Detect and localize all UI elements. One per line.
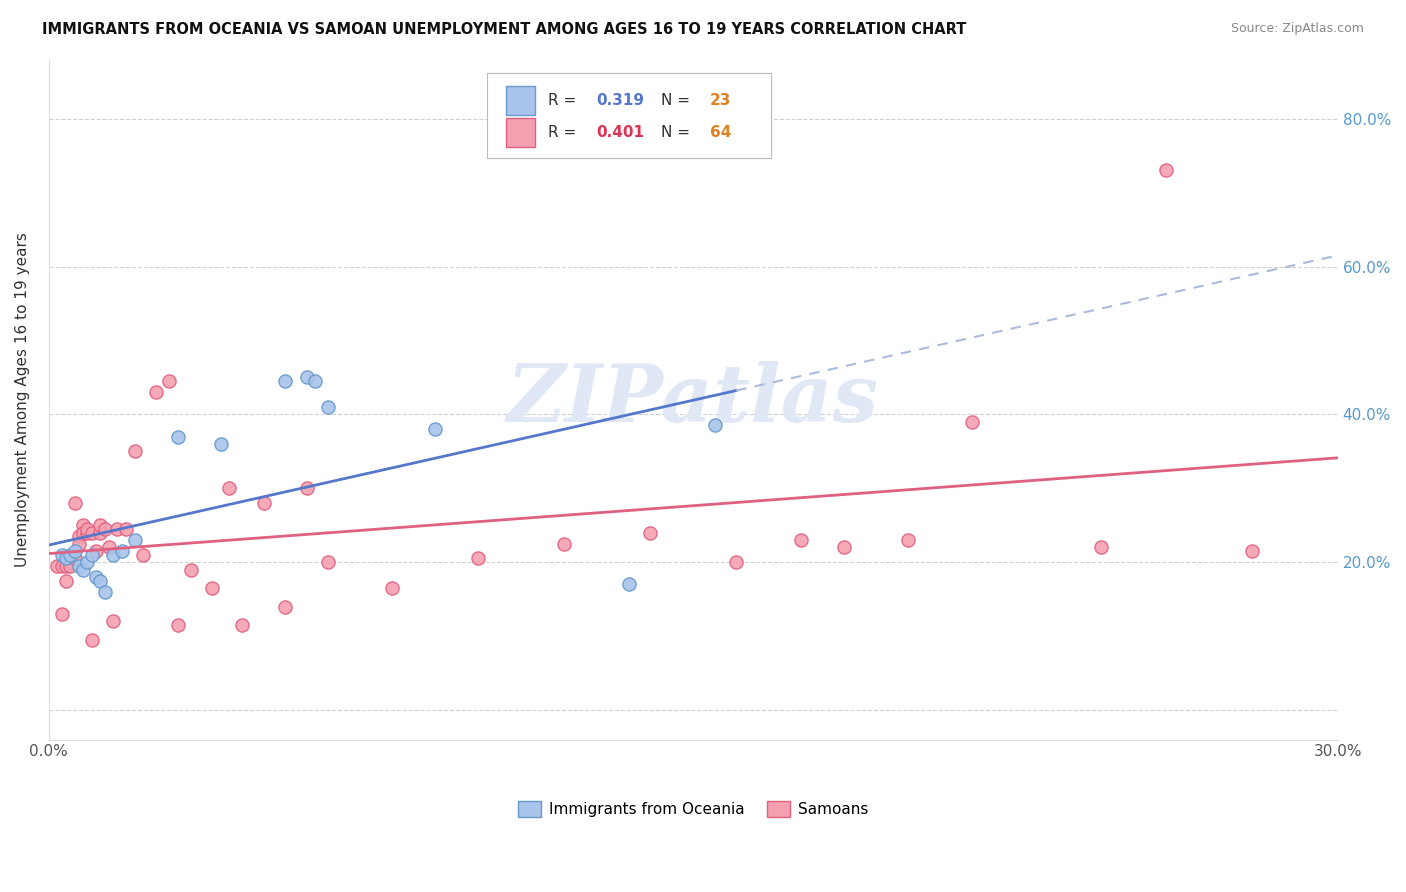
Text: IMMIGRANTS FROM OCEANIA VS SAMOAN UNEMPLOYMENT AMONG AGES 16 TO 19 YEARS CORRELA: IMMIGRANTS FROM OCEANIA VS SAMOAN UNEMPL…: [42, 22, 966, 37]
Text: Source: ZipAtlas.com: Source: ZipAtlas.com: [1230, 22, 1364, 36]
Point: [93, 584, 115, 599]
Point: [67, 537, 90, 551]
Text: 0.401: 0.401: [596, 125, 644, 140]
Point: [111, 544, 134, 558]
Point: [67, 529, 90, 543]
Point: [295, 481, 318, 495]
Point: [72, 563, 94, 577]
Point: [145, 385, 167, 400]
Point: [316, 400, 339, 414]
Point: [93, 522, 115, 536]
Point: [76, 555, 98, 569]
Text: 64: 64: [710, 125, 731, 140]
Point: [63, 496, 86, 510]
Point: [51, 607, 73, 621]
Text: N =: N =: [661, 125, 695, 140]
Point: [231, 618, 253, 632]
Point: [89, 518, 111, 533]
Point: [103, 548, 125, 562]
Point: [51, 548, 73, 562]
Point: [617, 577, 640, 591]
Point: [1090, 541, 1112, 555]
Point: [55, 558, 77, 573]
Point: [274, 374, 297, 388]
Point: [59, 555, 82, 569]
Text: ZIPatlas: ZIPatlas: [508, 361, 879, 438]
Point: [124, 444, 146, 458]
Point: [46, 558, 69, 573]
Point: [132, 548, 155, 562]
Point: [72, 518, 94, 533]
Text: 23: 23: [710, 93, 731, 108]
Point: [80, 632, 103, 647]
Point: [55, 574, 77, 588]
Point: [209, 437, 232, 451]
Point: [316, 555, 339, 569]
Point: [115, 522, 138, 536]
FancyBboxPatch shape: [486, 73, 770, 158]
Point: [89, 525, 111, 540]
Point: [124, 533, 146, 547]
Point: [103, 615, 125, 629]
Point: [84, 570, 107, 584]
Point: [80, 525, 103, 540]
Point: [107, 522, 129, 536]
FancyBboxPatch shape: [506, 87, 534, 115]
Point: [832, 541, 855, 555]
Point: [425, 422, 447, 436]
Point: [97, 541, 120, 555]
Point: [59, 548, 82, 562]
Point: [703, 418, 725, 433]
Point: [55, 551, 77, 566]
Y-axis label: Unemployment Among Ages 16 to 19 years: Unemployment Among Ages 16 to 19 years: [15, 232, 30, 567]
Point: [80, 548, 103, 562]
Point: [789, 533, 811, 547]
Point: [76, 522, 98, 536]
Point: [59, 558, 82, 573]
Point: [166, 429, 188, 443]
Point: [89, 574, 111, 588]
Point: [553, 537, 575, 551]
Point: [218, 481, 240, 495]
Point: [304, 374, 326, 388]
Point: [1240, 544, 1263, 558]
Point: [51, 558, 73, 573]
Text: 0.319: 0.319: [596, 93, 644, 108]
Point: [638, 525, 661, 540]
Point: [76, 525, 98, 540]
Point: [252, 496, 274, 510]
Point: [897, 533, 920, 547]
Text: N =: N =: [661, 93, 695, 108]
Point: [166, 618, 188, 632]
FancyBboxPatch shape: [506, 118, 534, 146]
Text: R =: R =: [547, 125, 581, 140]
Point: [84, 544, 107, 558]
Point: [274, 599, 297, 614]
Point: [180, 563, 202, 577]
Point: [725, 555, 748, 569]
Point: [63, 551, 86, 566]
Point: [157, 374, 180, 388]
Point: [63, 544, 86, 558]
Point: [295, 370, 318, 384]
Point: [72, 525, 94, 540]
Legend: Immigrants from Oceania, Samoans: Immigrants from Oceania, Samoans: [512, 795, 875, 823]
Point: [467, 551, 489, 566]
Point: [201, 581, 224, 595]
Point: [962, 415, 984, 429]
Point: [381, 581, 404, 595]
Point: [1154, 163, 1177, 178]
Point: [67, 558, 90, 573]
Text: R =: R =: [547, 93, 581, 108]
